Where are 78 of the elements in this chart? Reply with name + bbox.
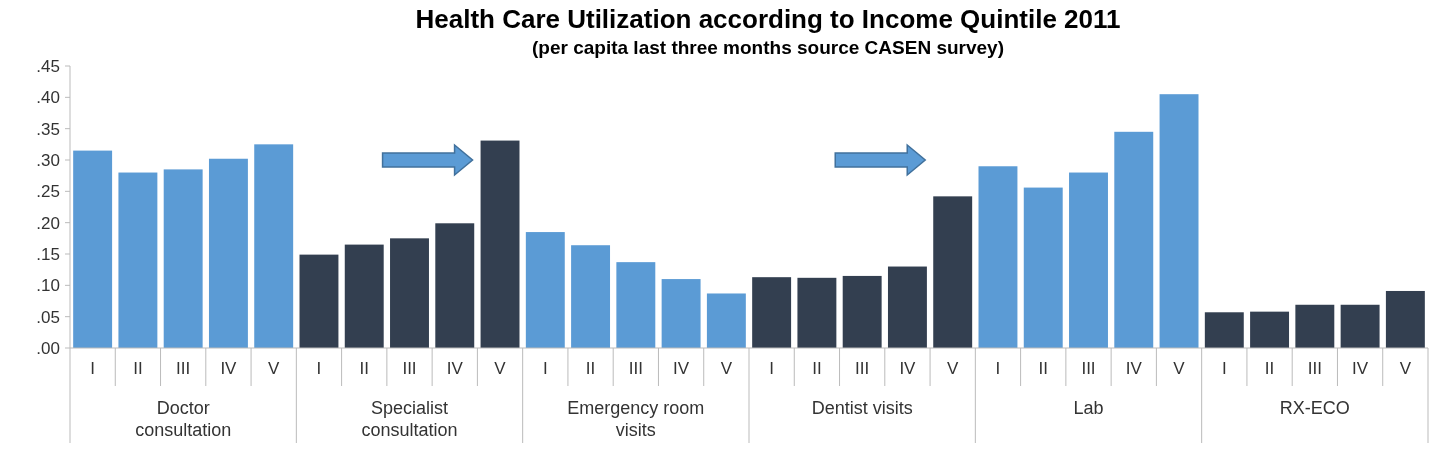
x-tick-label: I (769, 359, 774, 378)
bar (1385, 290, 1425, 348)
bar (1250, 311, 1290, 348)
x-tick-label: V (947, 359, 960, 378)
text: Emergency room visits (567, 398, 705, 440)
bar (842, 275, 882, 348)
x-tick-label: IV (220, 359, 238, 378)
x-tick-label: III (176, 359, 191, 378)
bar (254, 144, 294, 348)
x-tick-label: I (995, 359, 1001, 378)
x-tick-label: III (628, 359, 643, 378)
y-tick-label: .35 (36, 119, 60, 139)
bar (571, 245, 611, 348)
y-tick-label: .25 (36, 182, 60, 202)
text: Specialist consultation (361, 398, 458, 440)
y-tick-label: .00 (36, 338, 60, 358)
x-tick-label: II (133, 359, 143, 378)
bar (208, 158, 248, 348)
bar (1340, 304, 1380, 348)
bar (1295, 304, 1335, 348)
x-tick-label: III (855, 359, 870, 378)
x-tick-label: V (720, 359, 733, 378)
bar (616, 262, 656, 348)
x-tick-label: I (542, 359, 548, 378)
bar (344, 244, 384, 348)
x-tick-label: V (494, 359, 507, 378)
x-tick-label: V (1173, 359, 1186, 378)
text: Doctor consultation (135, 398, 232, 440)
y-tick-label: .05 (36, 307, 60, 327)
y-tick-label: .15 (36, 244, 60, 264)
x-tick-label: III (402, 359, 417, 378)
x-tick-label: II (585, 359, 596, 378)
x-tick-label: III (1081, 359, 1096, 378)
x-tick-label: IV (1125, 359, 1143, 378)
x-tick-label: II (1038, 359, 1048, 378)
bar (163, 169, 203, 348)
text: Lab (1073, 398, 1104, 418)
y-tick-label: .40 (36, 88, 60, 108)
bar (525, 232, 565, 348)
text: RX-ECO (1279, 398, 1350, 418)
bar (118, 172, 158, 348)
bar (1023, 187, 1063, 348)
x-tick-label: V (268, 359, 281, 378)
y-tick-label: .10 (36, 276, 60, 296)
bar (661, 279, 701, 348)
bar (73, 150, 113, 348)
x-tick-label: II (812, 359, 822, 378)
x-tick-label: V (1399, 359, 1412, 378)
text: Dentist visits (811, 398, 913, 418)
bar (299, 254, 339, 348)
x-tick-label: I (90, 359, 95, 378)
x-tick-label: I (1221, 359, 1227, 378)
y-tick-label: .30 (36, 150, 60, 170)
y-tick-label: .20 (36, 213, 60, 233)
x-tick-label: III (1307, 359, 1322, 378)
bar (797, 277, 837, 348)
y-tick-label: .45 (36, 56, 60, 76)
x-tick-label: IV (1352, 359, 1369, 378)
bar (706, 293, 746, 348)
x-tick-label: IV (673, 359, 690, 378)
bar (978, 166, 1018, 348)
bar (1159, 94, 1199, 348)
chart-subtitle: (per capita last three months source CASEN survey) (532, 37, 1004, 58)
bar (480, 140, 520, 348)
bar (1204, 312, 1244, 348)
bar (887, 266, 927, 348)
chart-title: Health Care Utilization according to Income Quintile 2011 (415, 4, 1121, 34)
x-tick-label: IV (899, 359, 917, 378)
x-tick-label: IV (446, 359, 464, 378)
bar (1069, 172, 1108, 348)
bar (752, 277, 792, 348)
x-tick-label: II (359, 359, 369, 378)
bar (435, 223, 475, 348)
bar (1114, 131, 1154, 348)
bar (933, 196, 973, 348)
x-tick-label: II (1264, 359, 1275, 378)
x-tick-label: I (316, 359, 322, 378)
bar (390, 238, 429, 348)
